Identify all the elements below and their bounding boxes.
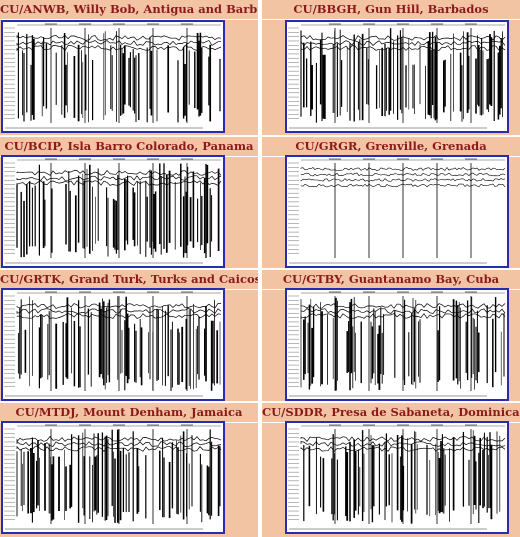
seismogram-trace xyxy=(288,158,506,264)
helicorder-plot[interactable] xyxy=(1,288,225,401)
helicorder-plot[interactable] xyxy=(285,20,509,133)
seismogram-trace xyxy=(4,291,222,397)
panel-grgr: CU/GRGR, Grenville, Grenada xyxy=(262,137,520,268)
row-separator xyxy=(0,401,520,403)
panel-mtdj: CU/MTDJ, Mount Denham, Jamaica xyxy=(0,403,258,537)
row-separator xyxy=(0,135,520,137)
seismogram-trace xyxy=(4,23,222,129)
panel-title: CU/SDDR, Presa de Sabaneta, Dominican Re… xyxy=(262,403,520,423)
panel-grtk: CU/GRTK, Grand Turk, Turks and Caicos Is… xyxy=(0,270,258,401)
panel-anwb: CU/ANWB, Willy Bob, Antigua and Barbuda xyxy=(0,0,258,135)
panel-title: CU/MTDJ, Mount Denham, Jamaica xyxy=(0,403,258,423)
seismogram-trace xyxy=(288,424,506,530)
helicorder-plot[interactable] xyxy=(1,421,225,534)
seismogram-trace xyxy=(4,424,222,530)
panel-title: CU/ANWB, Willy Bob, Antigua and Barbuda xyxy=(0,0,258,20)
row-separator xyxy=(0,268,520,270)
panel-title: CU/GRTK, Grand Turk, Turks and Caicos Is… xyxy=(0,270,258,290)
helicorder-plot[interactable] xyxy=(285,155,509,268)
panel-title: CU/GTBY, Guantanamo Bay, Cuba xyxy=(262,270,520,290)
panel-title: CU/BCIP, Isla Barro Colorado, Panama xyxy=(0,137,258,157)
helicorder-plot[interactable] xyxy=(285,421,509,534)
panel-bcip: CU/BCIP, Isla Barro Colorado, Panama xyxy=(0,137,258,268)
seismogram-trace xyxy=(4,158,222,264)
panel-bbgh: CU/BBGH, Gun Hill, Barbados xyxy=(262,0,520,135)
panel-sddr: CU/SDDR, Presa de Sabaneta, Dominican Re… xyxy=(262,403,520,537)
helicorder-plot[interactable] xyxy=(285,288,509,401)
helicorder-plot[interactable] xyxy=(1,155,225,268)
helicorder-plot[interactable] xyxy=(1,20,225,133)
panel-title: CU/BBGH, Gun Hill, Barbados xyxy=(262,0,520,20)
panel-gtby: CU/GTBY, Guantanamo Bay, Cuba xyxy=(262,270,520,401)
seismogram-trace xyxy=(288,291,506,397)
seismogram-trace xyxy=(288,23,506,129)
panel-title: CU/GRGR, Grenville, Grenada xyxy=(262,137,520,157)
